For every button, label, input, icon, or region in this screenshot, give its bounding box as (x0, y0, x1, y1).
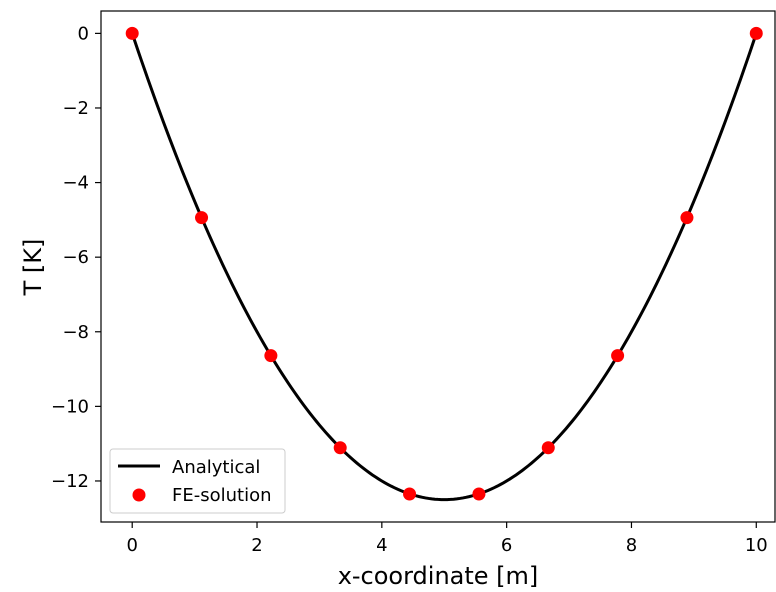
legend-label-fe-solution: FE-solution (172, 485, 272, 506)
y-tick-label: −6 (62, 247, 89, 268)
y-tick-label: −2 (62, 98, 89, 119)
fe-solution-point (125, 26, 139, 40)
fe-solution-point (749, 26, 763, 40)
y-axis-label: T [K] (19, 239, 47, 297)
fe-solution-point (472, 487, 486, 501)
y-tick-label: −4 (62, 173, 89, 194)
x-tick-label: 10 (745, 535, 768, 556)
x-tick-label: 8 (626, 535, 637, 556)
legend-swatch-fe-solution (132, 488, 146, 502)
y-tick-label: −10 (51, 396, 89, 417)
fe-solution-point (264, 349, 278, 363)
y-tick-label: −12 (51, 471, 89, 492)
series-layer (125, 26, 763, 502)
legend: Analytical FE-solution (109, 448, 286, 514)
fe-solution-point (611, 349, 625, 363)
plot-area (101, 11, 775, 522)
x-tick-label: 2 (251, 535, 262, 556)
x-axis-label: x-coordinate [m] (338, 562, 539, 588)
legend-label-analytical: Analytical (172, 457, 260, 478)
fe-solution-point (541, 441, 555, 455)
axes-frame (100, 10, 776, 523)
x-tick-label: 6 (501, 535, 512, 556)
fe-solution-point (403, 487, 417, 501)
fe-solution-point (333, 441, 347, 455)
x-tick-label: 4 (376, 535, 387, 556)
axes-layer: 0 2 4 6 8 10 0 −2 −4 −6 −8 −10 −12 (51, 10, 776, 556)
x-tick-label: 0 (126, 535, 137, 556)
fe-solution-point (680, 211, 694, 225)
y-tick-label: −8 (62, 322, 89, 343)
fe-solution-point (195, 211, 209, 225)
analytical-line (130, 32, 758, 502)
y-tick-label: 0 (78, 23, 89, 44)
